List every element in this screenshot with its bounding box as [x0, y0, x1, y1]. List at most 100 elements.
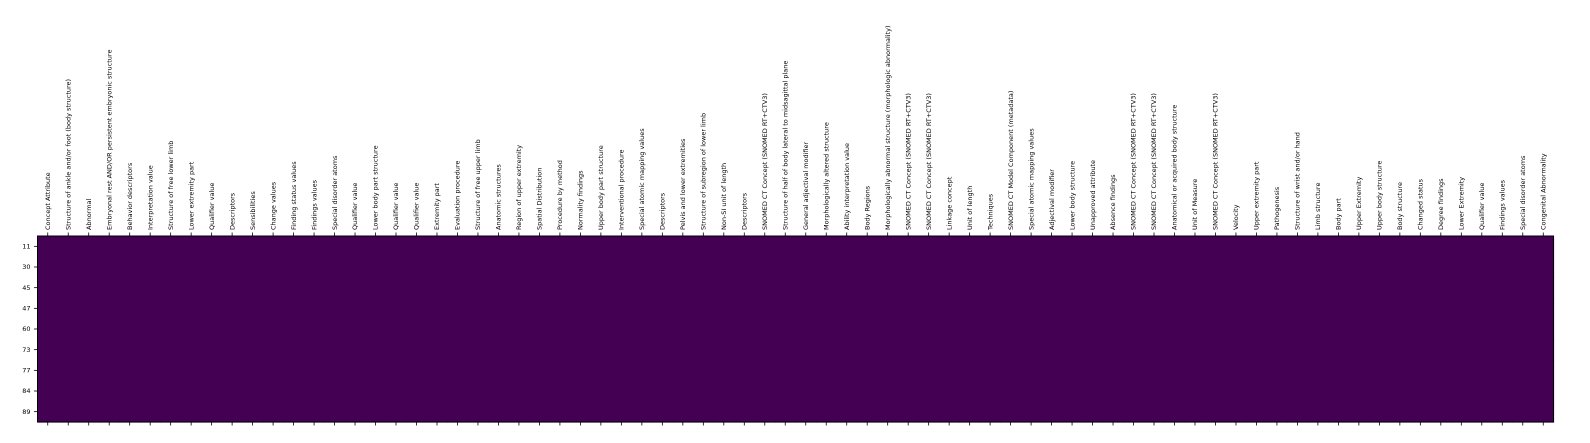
heatmap-cell [1369, 339, 1391, 361]
heatmap-cell [1102, 298, 1124, 320]
heatmap-cell [1512, 401, 1534, 423]
heatmap-cell [1041, 236, 1063, 258]
heatmap-cell [303, 236, 325, 258]
heatmap-cell [57, 298, 80, 320]
column-label: Abnormal [85, 198, 93, 230]
heatmap-cell [1225, 380, 1247, 402]
heatmap-cell [1061, 236, 1083, 258]
heatmap-cell [1471, 236, 1493, 258]
heatmap-cell [201, 298, 223, 320]
column-label: Unit of Measure [1191, 179, 1199, 230]
column-label: Qualifier value [392, 183, 400, 230]
heatmap-cell [1307, 277, 1329, 299]
heatmap-cell [1102, 256, 1124, 278]
heatmap-cell [467, 236, 489, 258]
heatmap-cell [1533, 298, 1555, 320]
heatmap-cell [1123, 298, 1145, 320]
column-label: Structure of subregion of lower limb [700, 113, 708, 230]
heatmap-cell [57, 256, 80, 278]
heatmap-cell [631, 339, 653, 361]
heatmap-cell [815, 256, 838, 278]
heatmap-cell [324, 360, 346, 382]
heatmap-cell [180, 256, 202, 278]
heatmap-cell [242, 339, 264, 361]
heatmap-cell [324, 277, 346, 299]
heatmap-cell [836, 360, 858, 382]
heatmap-cell [1246, 236, 1268, 258]
column-label: Techniques [986, 193, 994, 231]
heatmap-cell [1082, 360, 1104, 382]
heatmap-cell [1410, 318, 1432, 340]
heatmap-cell [160, 256, 182, 278]
heatmap-cell [1143, 401, 1165, 423]
heatmap-cell [447, 360, 469, 382]
heatmap-cell [734, 380, 756, 402]
heatmap-cell [611, 380, 633, 402]
heatmap-cell [1348, 256, 1370, 278]
column-label: Findings values [310, 179, 318, 230]
heatmap-cell [754, 236, 776, 258]
column-label: Lower body part structure [372, 145, 380, 230]
heatmap-cell [815, 236, 838, 258]
heatmap-cell [1410, 256, 1432, 278]
heatmap-cell [303, 401, 325, 423]
heatmap-cell [1287, 401, 1309, 423]
heatmap-cell [160, 401, 182, 423]
heatmap-cell [98, 360, 121, 382]
heatmap-cell [98, 277, 121, 299]
heatmap-cell [918, 277, 940, 299]
heatmap-cell [262, 360, 284, 382]
column-label: Normality findings [577, 170, 585, 230]
column-label: Upper body part structure [597, 145, 605, 230]
heatmap-cell [877, 277, 899, 299]
heatmap-cell [959, 318, 981, 340]
heatmap-cell [447, 256, 469, 278]
heatmap-cell [426, 339, 448, 361]
heatmap-cell [897, 236, 920, 258]
heatmap-cell [344, 380, 366, 402]
heatmap-cell [1328, 339, 1350, 361]
heatmap-cell [508, 277, 530, 299]
heatmap-cell [119, 236, 141, 258]
column-label: Findings values [1498, 179, 1506, 230]
heatmap-cell [221, 256, 243, 278]
heatmap-cell [590, 318, 612, 340]
heatmap-cell [652, 236, 674, 258]
heatmap-cell [918, 298, 940, 320]
heatmap-cell [1225, 298, 1247, 320]
heatmap-cell [1123, 318, 1145, 340]
heatmap-cell [856, 318, 879, 340]
column-label: Degree findings [1437, 178, 1445, 230]
column-label: Ability interpretation value [843, 143, 851, 230]
heatmap-cell [262, 256, 284, 278]
heatmap-cell [1082, 401, 1104, 423]
y-tick-marks [34, 245, 38, 413]
heatmap-cell [180, 339, 202, 361]
heatmap-cell [1430, 277, 1452, 299]
heatmap-cell [1143, 256, 1165, 278]
heatmap-cell [1143, 380, 1165, 402]
heatmap-cell [590, 380, 612, 402]
heatmap-cell [221, 277, 243, 299]
heatmap-cell [693, 277, 715, 299]
heatmap-cell [447, 298, 469, 320]
heatmap-cell [652, 277, 674, 299]
heatmap-cell [139, 256, 162, 278]
heatmap-cell [1287, 339, 1309, 361]
heatmap-cell [1533, 380, 1555, 402]
heatmap-cell [1512, 236, 1534, 258]
heatmap-cell [1369, 277, 1391, 299]
heatmap-cell [775, 380, 797, 402]
heatmap-cell [1020, 236, 1042, 258]
heatmap-cell [1123, 380, 1145, 402]
heatmap-cell [78, 401, 100, 423]
column-label: Special atomic mapping values [638, 128, 646, 230]
heatmap-cell [1061, 318, 1083, 340]
heatmap-cell [1143, 298, 1165, 320]
heatmap-cell [119, 298, 141, 320]
heatmap-cell [1041, 380, 1063, 402]
heatmap-cell [734, 318, 756, 340]
heatmap-cell [303, 339, 325, 361]
heatmap-cell [180, 298, 202, 320]
heatmap-cell [37, 380, 59, 402]
